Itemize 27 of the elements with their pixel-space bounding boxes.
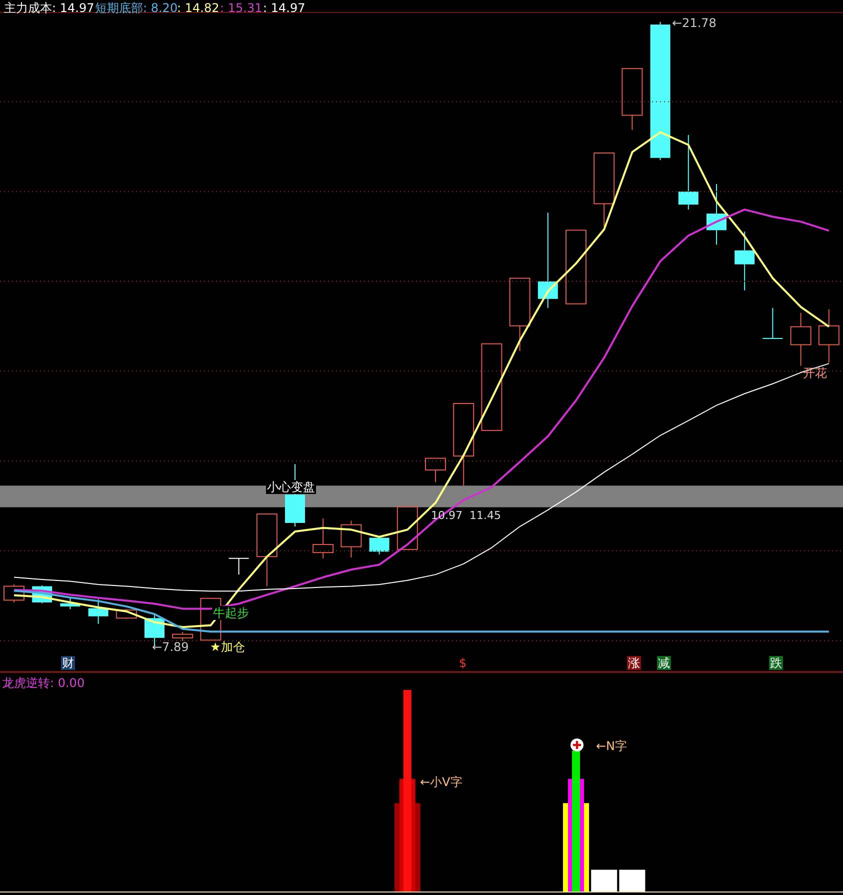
bar: [591, 870, 618, 892]
candlestick: [678, 134, 698, 210]
annotation: : 14.97: [263, 1, 306, 15]
bar: [619, 870, 646, 892]
candlestick: [790, 312, 812, 366]
annotation: ←N字: [596, 738, 628, 755]
annotation: : 14.82: [177, 1, 220, 15]
annotation: ←21.78: [672, 16, 716, 30]
annotation: 主力成本: 14.97: [4, 1, 94, 15]
bar: [403, 690, 412, 892]
annotation: 财: [61, 656, 75, 670]
annotation: 减: [657, 656, 671, 670]
candlestick: [312, 518, 334, 559]
annotation: 开花: [803, 366, 827, 380]
annotation: $: [459, 656, 467, 670]
annotation: ←7.89: [152, 640, 189, 654]
annotation: 涨: [627, 656, 641, 670]
candlestick: [818, 308, 840, 364]
candlestick: [734, 231, 755, 291]
annotation: : 15.31: [220, 1, 262, 15]
annotation: ★加仓: [210, 640, 245, 654]
annotation: ←小V字: [420, 774, 462, 791]
annotation: 跌: [769, 656, 783, 670]
annotation: 短期底部: 8.20: [95, 1, 178, 15]
annotation: 小心变盘: [266, 480, 316, 494]
chart-title: 龙虎逆转: 0.00: [2, 675, 85, 692]
annotation: 牛起步: [212, 606, 250, 620]
